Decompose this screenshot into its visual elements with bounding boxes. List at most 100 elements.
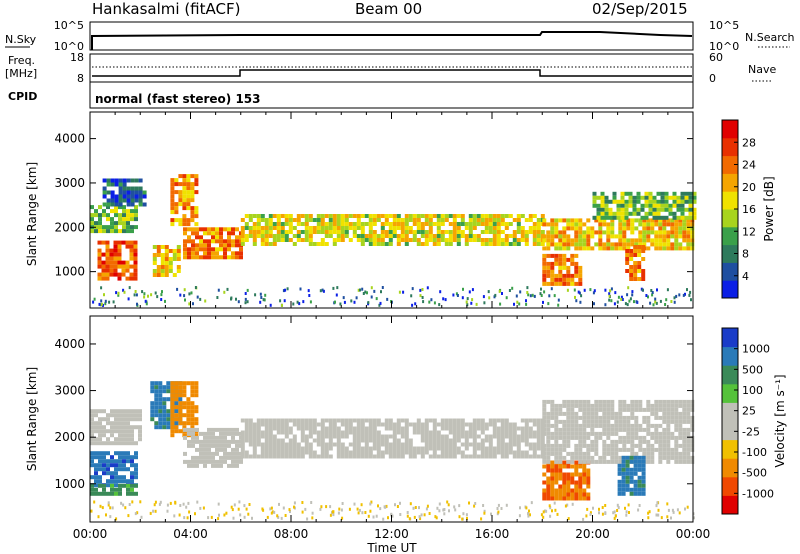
noise-cell [433, 301, 436, 305]
data-cell [268, 234, 273, 238]
data-cell [670, 242, 675, 247]
data-cell [582, 476, 587, 481]
data-cell [633, 261, 638, 265]
data-cell [300, 426, 305, 431]
data-cell [191, 227, 195, 232]
noise-cell [288, 508, 291, 512]
data-cell [113, 268, 118, 273]
data-cell [630, 242, 635, 247]
data-cell [203, 443, 207, 448]
noise-cell [339, 302, 342, 306]
data-cell [404, 230, 409, 234]
data-cell [606, 242, 611, 247]
noise-cell [369, 502, 372, 506]
data-cell [98, 441, 102, 446]
data-cell [110, 471, 114, 476]
data-cell [152, 257, 157, 261]
data-cell [376, 446, 381, 451]
data-cell [312, 450, 317, 455]
data-cell [372, 430, 377, 435]
data-cell [368, 450, 373, 455]
data-cell [682, 459, 687, 464]
data-cell [300, 238, 305, 242]
data-cell [641, 459, 646, 464]
data-cell [158, 397, 163, 402]
noise-cell [473, 504, 476, 508]
data-cell [546, 451, 551, 456]
noise-cell [366, 291, 368, 295]
data-cell [444, 438, 449, 443]
data-cell [628, 203, 633, 208]
data-cell [114, 429, 118, 434]
data-cell [600, 199, 605, 204]
data-cell [203, 463, 207, 468]
data-cell [194, 178, 199, 183]
noise-cell [582, 517, 585, 521]
data-cell [670, 451, 675, 456]
data-cell [524, 434, 529, 439]
data-cell [578, 431, 583, 436]
data-cell [344, 422, 349, 427]
data-cell [586, 246, 591, 251]
data-cell [404, 218, 409, 222]
data-cell [504, 422, 509, 427]
data-cell [113, 252, 118, 257]
noise-cell [620, 297, 623, 301]
data-cell [187, 459, 191, 464]
data-cell [223, 247, 227, 252]
noise-cell [160, 293, 163, 297]
data-cell [626, 246, 631, 251]
colorbar-tick-label: 100 [742, 384, 763, 397]
data-cell [203, 439, 207, 444]
data-cell [440, 454, 445, 459]
data-cell [352, 430, 357, 435]
data-cell [292, 218, 297, 222]
data-cell [194, 417, 199, 422]
data-cell [582, 451, 587, 456]
data-cell [570, 226, 575, 231]
data-cell [536, 222, 541, 226]
data-cell [500, 230, 505, 234]
data-cell [692, 215, 697, 220]
data-cell [110, 459, 114, 464]
data-cell [492, 226, 497, 230]
data-cell [590, 439, 595, 444]
data-cell [308, 454, 313, 459]
noise-cell [311, 516, 314, 520]
data-cell [110, 190, 115, 195]
noise-cell [567, 517, 570, 521]
data-cell [158, 389, 163, 394]
data-cell [94, 221, 98, 226]
data-cell [122, 421, 126, 426]
data-cell [126, 198, 131, 203]
data-cell [637, 277, 642, 281]
data-cell [464, 226, 469, 230]
data-cell [524, 422, 529, 427]
data-cell [662, 234, 667, 239]
data-cell [634, 431, 639, 436]
data-cell [554, 443, 559, 448]
data-cell [376, 238, 381, 242]
data-cell [122, 437, 126, 442]
data-cell [674, 415, 679, 420]
data-cell [594, 447, 599, 452]
velocity-colorbar-label: Velocity [m s⁻¹] [773, 374, 787, 467]
noise-cell [621, 298, 624, 301]
data-cell [118, 213, 122, 218]
data-cell [574, 435, 579, 440]
data-cell [590, 455, 595, 460]
data-cell [496, 218, 501, 222]
data-cell [562, 234, 567, 239]
data-cell [440, 214, 445, 218]
data-cell [542, 411, 547, 416]
data-cell [324, 426, 329, 431]
data-cell [641, 487, 646, 492]
data-cell [190, 425, 195, 430]
data-cell [207, 251, 211, 256]
data-cell [368, 446, 373, 451]
data-cell [678, 230, 683, 235]
data-cell [380, 442, 385, 447]
data-cell [674, 399, 679, 404]
data-cell [332, 230, 337, 234]
noise-cell [557, 298, 560, 302]
